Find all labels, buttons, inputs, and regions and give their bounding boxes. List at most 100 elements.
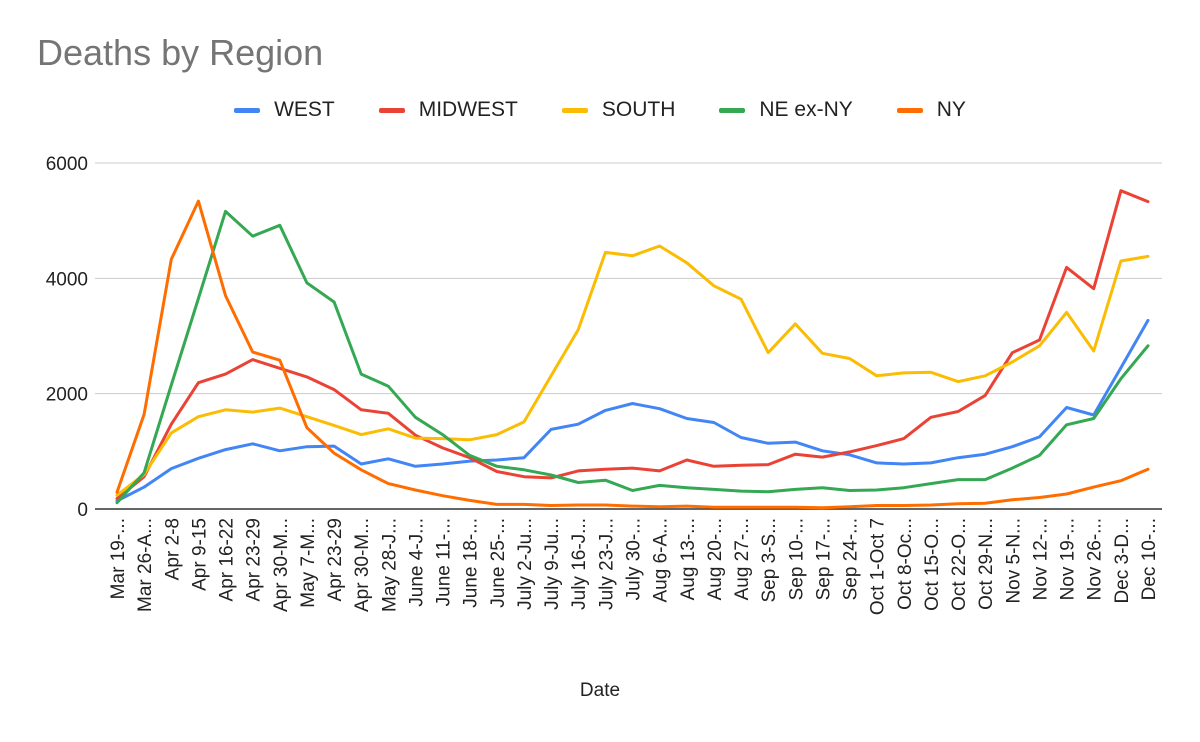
data-point	[874, 443, 880, 449]
data-point	[494, 469, 500, 475]
data-point	[358, 432, 364, 438]
data-point	[955, 455, 961, 461]
data-point	[928, 369, 934, 375]
data-point	[494, 432, 500, 438]
data-point	[250, 441, 256, 447]
data-point	[1009, 497, 1015, 503]
data-point	[657, 243, 663, 249]
x-axis-label: Date	[579, 680, 621, 701]
data-point	[684, 503, 690, 509]
data-point	[819, 505, 825, 511]
data-point	[1036, 343, 1042, 349]
data-point	[765, 350, 771, 356]
data-point	[874, 373, 880, 379]
x-tick-label: Nov 12-...	[1030, 518, 1051, 600]
data-point	[440, 432, 446, 438]
x-tick-label: Oct 1-Oct 7	[868, 518, 889, 615]
data-point	[114, 500, 120, 506]
legend-item: NY	[896, 98, 966, 122]
data-point	[521, 474, 527, 480]
data-point	[1145, 466, 1151, 472]
x-tick-label: Apr 23-29	[244, 518, 265, 601]
data-point	[792, 486, 798, 492]
x-tick-label: May 28-J...	[379, 518, 400, 612]
data-point	[440, 493, 446, 499]
data-point	[765, 504, 771, 510]
x-tick-label: July 9-Ju...	[542, 518, 563, 610]
data-point	[982, 373, 988, 379]
data-point	[819, 350, 825, 356]
x-tick-label: June 11-...	[434, 518, 455, 606]
data-point	[657, 406, 663, 412]
data-point	[1118, 258, 1124, 264]
data-point	[765, 462, 771, 468]
data-point	[738, 296, 744, 302]
data-point	[1064, 422, 1070, 428]
legend-swatch	[896, 107, 923, 113]
x-tick-label: Oct 29-N...	[976, 518, 997, 610]
data-point	[711, 463, 717, 469]
data-point	[874, 487, 880, 493]
data-point	[168, 430, 174, 436]
x-tick-label: June 25-...	[488, 518, 509, 608]
data-point	[223, 293, 229, 299]
data-point	[901, 436, 907, 442]
data-point	[358, 371, 364, 377]
data-point	[874, 503, 880, 509]
data-point	[1118, 365, 1124, 371]
legend-swatch	[561, 107, 588, 113]
data-point	[277, 448, 283, 454]
data-point	[548, 426, 554, 432]
data-point	[1145, 317, 1151, 323]
data-point	[1118, 478, 1124, 484]
data-point	[250, 409, 256, 415]
x-tick-label: Sep 24-...	[841, 518, 862, 600]
series-line-ne-ex-ny	[115, 209, 1150, 505]
data-point	[250, 233, 256, 239]
data-point	[738, 434, 744, 440]
data-point	[277, 222, 283, 228]
x-tick-label: July 30-...	[624, 518, 645, 600]
data-point	[630, 400, 636, 406]
data-point	[1118, 376, 1124, 382]
data-point	[521, 419, 527, 425]
x-tick-label: Apr 23-29	[325, 518, 346, 601]
x-tick-label: Nov 5-N...	[1003, 518, 1024, 604]
data-point	[440, 445, 446, 451]
data-point	[657, 468, 663, 474]
data-point	[521, 455, 527, 461]
data-point	[901, 370, 907, 376]
data-point	[602, 407, 608, 413]
data-point	[141, 470, 147, 476]
data-point	[521, 501, 527, 507]
data-point	[385, 410, 391, 416]
data-point	[792, 439, 798, 445]
data-point	[358, 461, 364, 467]
legend-item: WEST	[234, 98, 335, 122]
series-line-west	[115, 318, 1150, 503]
legend-item: MIDWEST	[378, 98, 518, 122]
data-point	[467, 497, 473, 503]
x-tick-label: June 18-...	[461, 518, 482, 608]
data-point	[792, 321, 798, 327]
data-point	[494, 463, 500, 469]
data-point	[304, 425, 310, 431]
data-point	[847, 504, 853, 510]
data-point	[1145, 343, 1151, 349]
data-point	[630, 503, 636, 509]
data-point	[412, 414, 418, 420]
data-point	[223, 371, 229, 377]
data-point	[195, 414, 201, 420]
x-tick-label: July 23-J...	[596, 518, 617, 610]
data-point	[684, 485, 690, 491]
data-point	[1091, 286, 1097, 292]
data-point	[928, 481, 934, 487]
x-tick-label: June 4-J...	[406, 518, 427, 607]
data-point	[277, 405, 283, 411]
data-point	[141, 411, 147, 417]
data-point	[630, 253, 636, 259]
data-point	[358, 407, 364, 413]
data-point	[1064, 405, 1070, 411]
